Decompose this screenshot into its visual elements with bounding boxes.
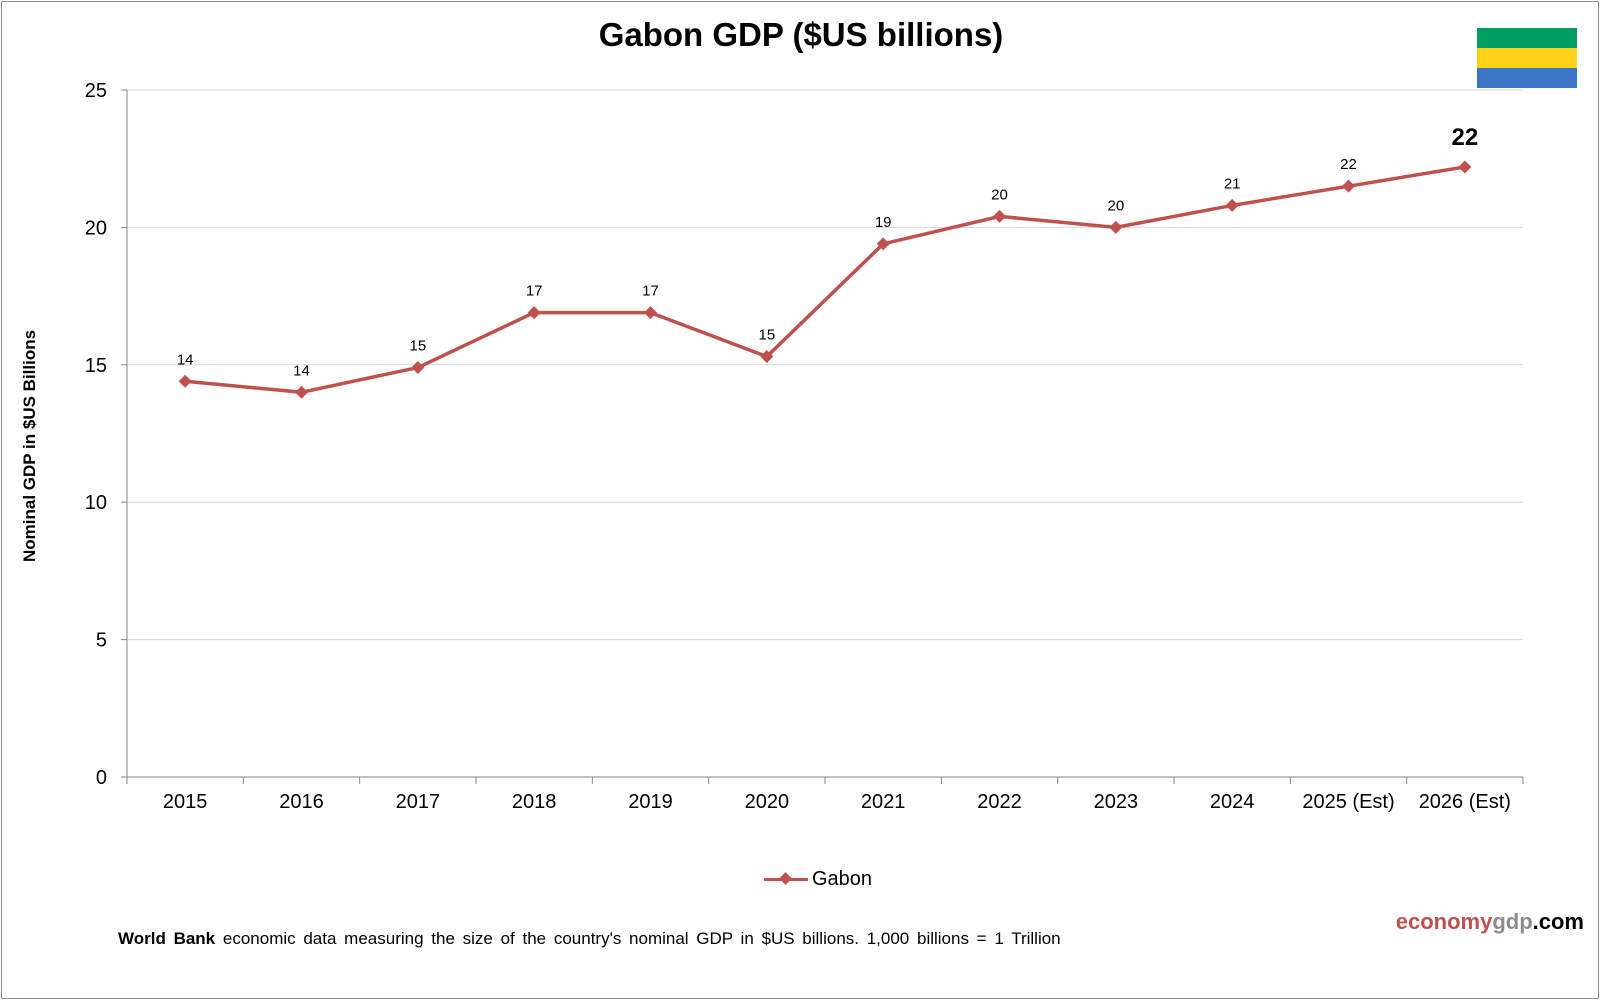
y-tick-label: 10 [85, 492, 107, 514]
x-tick-label: 2019 [628, 791, 673, 813]
y-tick-label: 5 [96, 630, 107, 652]
x-tick-label: 2018 [512, 791, 557, 813]
data-point [644, 306, 657, 320]
data-label: 17 [526, 283, 543, 300]
legend-marker-icon [779, 871, 792, 885]
footer-text: economic data measuring the size of the … [222, 929, 1061, 948]
data-point [527, 306, 541, 320]
data-label: 14 [177, 351, 194, 368]
data-point [760, 350, 774, 364]
data-point [1225, 198, 1239, 212]
y-tick-label: 0 [96, 767, 107, 789]
data-point [993, 209, 1006, 223]
data-point [295, 385, 308, 399]
data-point [1458, 160, 1472, 174]
data-label: 14 [293, 362, 310, 379]
x-tick-label: 2015 [163, 791, 208, 813]
data-label: 15 [758, 327, 775, 344]
y-tick-label: 15 [85, 355, 107, 377]
brand-part-gdp: gdp [1492, 909, 1533, 934]
flag-stripe-yellow [1477, 48, 1577, 68]
x-tick-label: 2021 [861, 791, 906, 813]
footer-note: World Bank economic data measuring the s… [118, 929, 1061, 949]
data-label: 19 [875, 214, 892, 231]
data-label-highlight: 22 [1451, 124, 1478, 151]
y-tick-label: 20 [85, 217, 107, 239]
chart-legend: Gabon [764, 868, 872, 890]
y-tick-label: 25 [85, 80, 107, 102]
x-tick-label: 2026 (Est) [1419, 791, 1511, 813]
data-label: 15 [409, 338, 426, 355]
x-tick-label: 2022 [977, 791, 1022, 813]
data-label: 21 [1224, 175, 1241, 192]
brand-part-economy: economy [1395, 909, 1493, 934]
footer-source: World Bank [118, 929, 216, 948]
data-point [876, 237, 890, 251]
data-label: 20 [991, 186, 1008, 203]
legend-label: Gabon [812, 867, 873, 890]
legend-swatch [764, 871, 808, 885]
data-point [1342, 179, 1355, 193]
brand-logo[interactable]: economygdp.com [1396, 909, 1584, 935]
x-tick-label: 2023 [1094, 791, 1139, 813]
brand-part-com: .com [1532, 909, 1584, 934]
x-tick-label: 2025 (Est) [1302, 791, 1394, 813]
data-point [1109, 220, 1123, 234]
x-tick-label: 2024 [1210, 791, 1255, 813]
data-point [178, 374, 192, 388]
flag-stripe-blue [1477, 68, 1577, 88]
x-tick-label: 2017 [396, 791, 441, 813]
data-label: 17 [642, 283, 659, 300]
data-label: 22 [1340, 156, 1357, 173]
data-label: 20 [1107, 197, 1124, 214]
flag-stripe-green [1477, 28, 1577, 48]
series-line [185, 165, 1466, 395]
chart-title: Gabon GDP ($US billions) [598, 16, 1004, 53]
data-point [411, 361, 425, 375]
gabon-flag-icon [1477, 28, 1577, 88]
x-tick-label: 2016 [279, 791, 324, 813]
x-tick-label: 2020 [745, 791, 790, 813]
